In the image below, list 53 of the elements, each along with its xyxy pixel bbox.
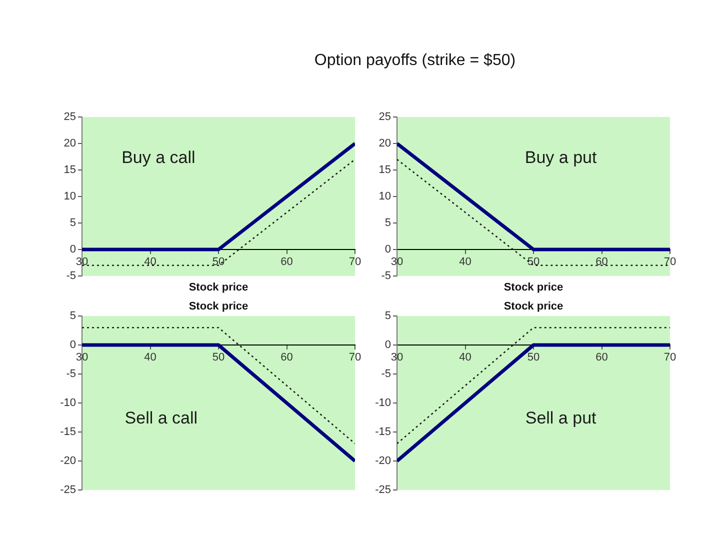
y-tick-label: -20 <box>60 455 76 468</box>
y-tick-label: -20 <box>375 455 391 468</box>
y-tick-label: -5 <box>66 368 76 380</box>
text: Option payoffs (strike = $50) <box>313 52 517 70</box>
x-tick-label: 50 <box>527 256 540 268</box>
x-tick-label: 70 <box>348 256 362 268</box>
y-tick-label: 5 <box>384 217 391 230</box>
y-tick-label: 0 <box>70 339 76 352</box>
annotation: Buy a put <box>524 148 597 168</box>
y-tick-label: 25 <box>378 111 391 124</box>
y-tick-label: -15 <box>375 426 391 438</box>
x-tick-label: 40 <box>459 352 472 364</box>
x-tick-label: 40 <box>144 352 156 364</box>
y-tick-label: 5 <box>384 310 391 322</box>
y-tick-label: 0 <box>70 244 76 256</box>
annotation: Sell a call <box>124 408 198 428</box>
y-tick-label: 5 <box>70 310 76 322</box>
y-tick-label: -15 <box>60 426 76 438</box>
y-tick-label: -5 <box>381 368 391 380</box>
x-tick-label: 40 <box>459 256 472 268</box>
x-tick-label: 70 <box>664 352 676 364</box>
y-tick-label: -10 <box>375 397 391 410</box>
y-tick-label: 20 <box>378 138 391 150</box>
y-tick-label: -5 <box>381 270 391 282</box>
y-tick-label: 25 <box>64 111 76 124</box>
y-tick-label: 10 <box>378 190 391 203</box>
x-tick-label: 60 <box>596 352 608 364</box>
x-tick-label: 70 <box>348 352 362 364</box>
y-tick-label: 10 <box>64 190 76 203</box>
x-tick-label: 50 <box>527 352 540 364</box>
x-axis-title: Stock price <box>504 300 564 313</box>
x-tick-label: 40 <box>144 256 156 268</box>
x-tick-label: 60 <box>280 256 293 268</box>
x-axis-title: Stock price <box>188 282 248 294</box>
y-tick-label: 0 <box>384 244 391 256</box>
y-tick-label: 15 <box>64 164 76 176</box>
x-tick-label: 60 <box>280 352 293 364</box>
x-tick-label: 50 <box>212 256 225 268</box>
x-tick-label: 60 <box>596 256 608 268</box>
y-tick-label: 15 <box>378 164 391 176</box>
y-tick-label: -25 <box>60 484 76 496</box>
annotation: Sell a put <box>525 408 597 428</box>
y-tick-label: 20 <box>64 138 76 150</box>
x-axis-title: Stock price <box>504 282 564 294</box>
y-tick-label: 5 <box>70 217 76 230</box>
y-tick-label: -10 <box>60 397 76 410</box>
x-tick-label: 70 <box>664 256 676 268</box>
annotation: Buy a call <box>122 148 196 168</box>
y-tick-label: -25 <box>375 484 391 496</box>
y-tick-label: -5 <box>66 270 76 282</box>
x-tick-label: 50 <box>212 352 225 364</box>
x-axis-title: Stock price <box>188 300 248 313</box>
y-tick-label: 0 <box>384 339 391 352</box>
